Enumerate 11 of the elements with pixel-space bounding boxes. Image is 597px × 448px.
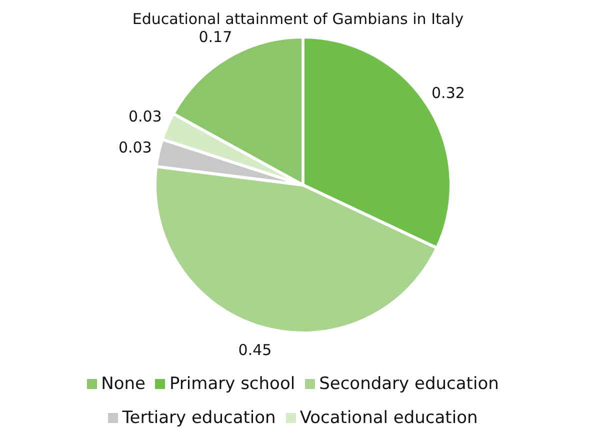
data-label: 0.03 (118, 138, 152, 156)
legend-label: Primary school (169, 374, 296, 394)
chart-title: Educational attainment of Gambians in Italy (131, 9, 465, 30)
data-label: 0.17 (198, 28, 232, 46)
legend-label: None (101, 374, 146, 394)
legend-label: Tertiary education (122, 408, 276, 428)
data-label: 0.32 (432, 84, 465, 102)
legend-label: Secondary education (319, 374, 499, 394)
data-label: 0.45 (238, 341, 272, 360)
data-label: 0.03 (128, 108, 162, 126)
legend-label: Vocational education (300, 408, 478, 428)
